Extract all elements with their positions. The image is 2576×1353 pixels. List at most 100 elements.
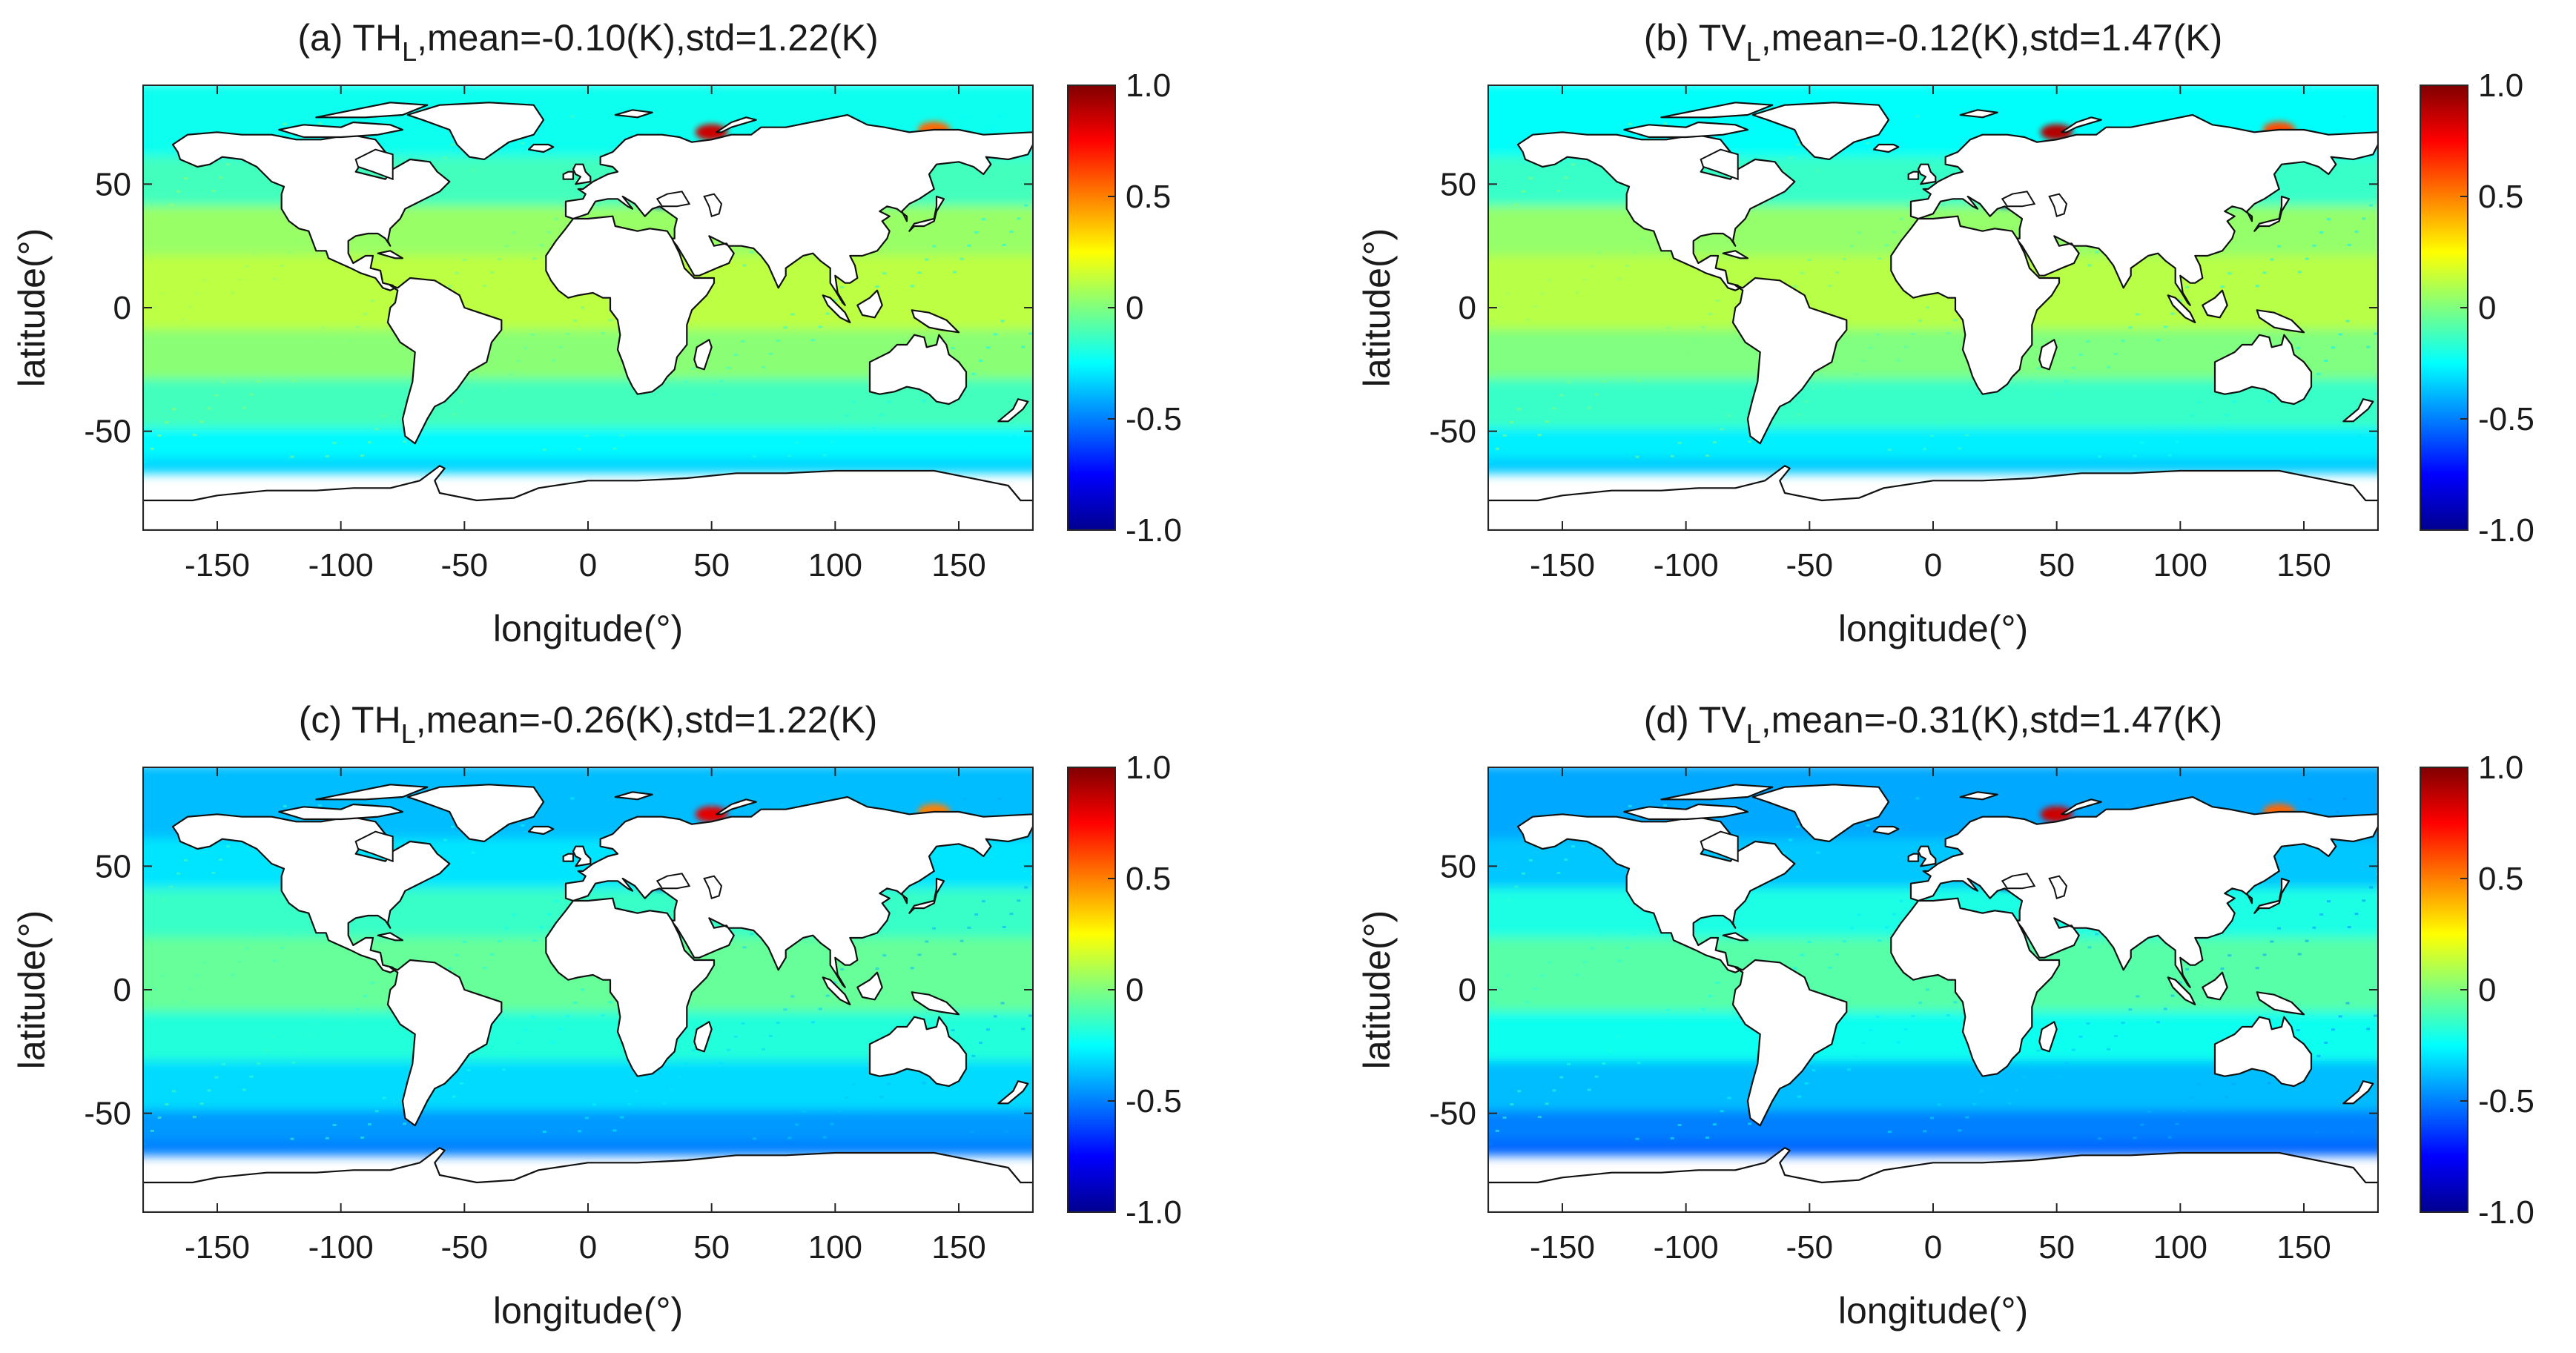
colorbar-tick-label: -0.5	[2478, 401, 2534, 437]
speckle	[2324, 1042, 2328, 1045]
speckle	[2107, 1048, 2111, 1051]
speckle	[1616, 1036, 1620, 1039]
landmass-4	[1890, 897, 2061, 1077]
speckle	[1677, 1124, 1682, 1126]
speckle	[245, 947, 249, 950]
speckle	[1548, 279, 1552, 282]
speckle	[287, 251, 291, 254]
speckle	[1861, 1042, 1866, 1045]
speckle	[1857, 913, 1861, 916]
speckle	[524, 346, 528, 349]
speckle	[466, 387, 471, 390]
landmass-17	[1872, 143, 1900, 153]
colorbar-tick-label: -1.0	[2478, 512, 2534, 549]
inland-water-0	[655, 873, 691, 890]
speckle	[993, 1015, 997, 1018]
speckle	[2312, 244, 2316, 247]
landmass-20	[1660, 102, 1774, 119]
speckle	[1866, 142, 1870, 145]
speckle	[242, 1088, 246, 1091]
speckle	[462, 258, 466, 261]
x-tick-label: -50	[1786, 1229, 1834, 1266]
speckle	[280, 264, 284, 267]
speckle	[1526, 318, 1530, 321]
x-tick-label: 0	[1924, 1229, 1942, 1266]
speckle	[2090, 122, 2095, 125]
speckle	[2262, 953, 2267, 956]
speckle	[264, 367, 268, 370]
speckle	[1869, 346, 1873, 349]
speckle	[436, 170, 440, 173]
x-tick-label: -100	[1654, 547, 1719, 583]
speckle	[932, 245, 937, 248]
speckle	[750, 933, 754, 936]
speckle	[1694, 339, 1698, 342]
speckle	[2087, 264, 2092, 267]
landmass-4	[1890, 215, 2061, 395]
speckle	[165, 421, 169, 424]
landmass-12	[2202, 971, 2228, 1001]
speckle	[1849, 245, 1854, 248]
speckle	[271, 354, 275, 357]
speckle	[1885, 926, 1889, 929]
speckle	[1488, 1142, 1492, 1145]
title-prefix: (d) TV	[1644, 699, 1747, 741]
speckle	[670, 1089, 674, 1092]
speckle	[596, 886, 601, 889]
speckle	[2227, 272, 2232, 275]
speckle	[951, 1029, 955, 1032]
speckle	[2297, 953, 2302, 956]
speckle	[952, 953, 957, 956]
speckle	[231, 973, 234, 976]
speckle	[1517, 1090, 1522, 1093]
speckle	[1618, 959, 1622, 962]
speckle	[1670, 454, 1674, 457]
speckle	[1906, 886, 1911, 889]
landmass-18	[1722, 250, 1749, 259]
speckle	[787, 1137, 792, 1139]
speckle	[1979, 1089, 1984, 1092]
speckle	[2175, 440, 2179, 443]
speckle	[1021, 1028, 1026, 1031]
speckle	[1807, 258, 1812, 261]
speckle	[237, 278, 242, 281]
speckle	[2178, 299, 2182, 302]
speckle	[1866, 824, 1870, 827]
speckle	[1846, 1068, 1851, 1071]
speckle	[1505, 975, 1510, 978]
landmass-12	[2202, 289, 2228, 319]
speckle	[273, 277, 277, 280]
speckle	[1677, 442, 1682, 444]
speckle	[1701, 325, 1705, 328]
speckle	[2217, 427, 2222, 429]
speckle	[1797, 1095, 1802, 1098]
landmass-20	[315, 102, 429, 119]
speckle	[1965, 434, 1969, 437]
x-tick-label: -100	[1654, 1229, 1719, 1266]
speckle	[181, 318, 185, 321]
colorbar-tick-label: 1.0	[2478, 750, 2523, 786]
speckle	[879, 414, 884, 417]
speckle	[1017, 217, 1021, 220]
speckle	[2327, 218, 2331, 221]
speckle	[249, 1075, 254, 1078]
x-tick-label: 50	[693, 547, 730, 583]
speckle	[795, 1123, 799, 1126]
speckle	[290, 455, 294, 458]
speckle	[1937, 1103, 1941, 1106]
speckle	[833, 299, 837, 302]
speckle	[2113, 352, 2118, 355]
speckle	[1906, 204, 1911, 207]
speckle	[501, 1068, 506, 1071]
landmass-8	[572, 163, 592, 185]
colorbar	[2420, 85, 2468, 530]
x-tick-label: -150	[1530, 1229, 1595, 1266]
speckle	[1911, 333, 1915, 335]
speckle	[985, 1028, 990, 1031]
speckle	[830, 1122, 834, 1125]
speckle	[2374, 1014, 2378, 1017]
speckle	[1526, 1000, 1530, 1003]
speckle	[1522, 872, 1526, 875]
speckle	[1835, 271, 1840, 274]
speckle	[532, 939, 537, 942]
